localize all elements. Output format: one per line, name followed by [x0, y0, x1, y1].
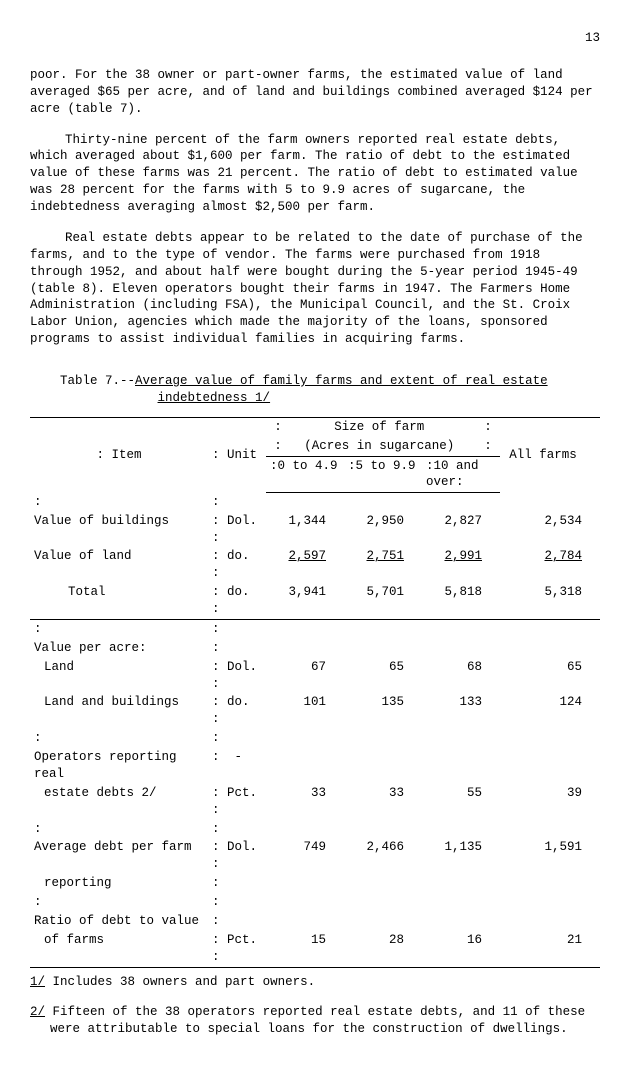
page-number: 13 — [30, 30, 600, 47]
table-row: Land and buildings: do. : 101135133124 — [30, 693, 600, 729]
table-title-line2: indebtedness 1/ — [158, 391, 271, 405]
header-c2: :5 to 9.9 — [344, 456, 422, 493]
footnote-1: 1/ Includes 38 owners and part owners. — [30, 974, 600, 991]
header-item: : Item — [30, 417, 208, 493]
paragraph-2: Thirty-nine percent of the farm owners r… — [30, 132, 600, 216]
table-title-prefix: Table 7.-- — [60, 374, 135, 388]
paragraph-3: Real estate debts appear to be related t… — [30, 230, 600, 348]
paragraph-1: poor. For the 38 owner or part-owner far… — [30, 67, 600, 118]
table-title: Table 7.--Average value of family farms … — [30, 373, 600, 407]
table-row: Ratio of debt to value: — [30, 912, 600, 931]
table-row: Total: do. : 3,9415,7015,8185,318 — [30, 583, 600, 619]
table-row: Land: Dol. : 67656865 — [30, 658, 600, 694]
table-row-header: Value per acre:: — [30, 639, 600, 658]
header-acres: : (Acres in sugarcane) : — [266, 437, 500, 456]
table-title-main: Average value of family farms and extent… — [135, 374, 548, 388]
table-row: Operators reporting real: - — [30, 748, 600, 784]
table-row: Value of buildings: Dol. : 1,3442,9502,8… — [30, 512, 600, 548]
table-row: reporting: — [30, 874, 600, 893]
header-c3: :10 and over: — [422, 456, 500, 493]
table-row: of farms: Pct. : 15281621 — [30, 931, 600, 967]
header-unit: : Unit — [208, 417, 266, 493]
header-all: All farms — [500, 417, 600, 493]
footnote-2: 2/ Fifteen of the 38 operators reported … — [30, 1004, 600, 1038]
table-row: Average debt per farm: Dol. : 7492,4661,… — [30, 838, 600, 874]
table-7: : Item : Unit : Size of farm : All farms… — [30, 417, 600, 968]
header-c1: :0 to 4.9 — [266, 456, 344, 493]
table-row: estate debts 2/: Pct. : 33 335539 — [30, 784, 600, 820]
header-size: : Size of farm : — [266, 417, 500, 436]
table-row: Value of land: do. : 2,5972,7512,9912,78… — [30, 547, 600, 583]
